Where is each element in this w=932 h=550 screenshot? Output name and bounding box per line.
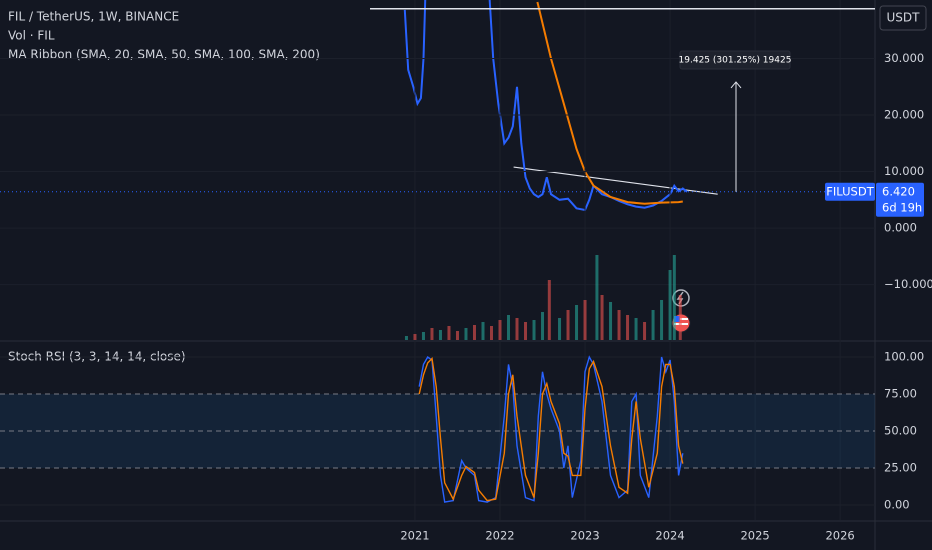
volume-bar — [558, 318, 562, 340]
volume-bar — [672, 255, 676, 340]
series-line — [536, 1, 683, 205]
volume-bar — [541, 312, 545, 340]
volume-bar — [498, 320, 502, 340]
volume-bar — [626, 315, 630, 340]
y-tick-label: 75.00 — [884, 387, 917, 401]
volume-bar — [421, 332, 425, 340]
volume-bar — [678, 295, 682, 340]
series-line — [418, 357, 684, 502]
volume-bar — [651, 310, 655, 340]
volume-bar — [660, 300, 664, 340]
volume-bar — [524, 322, 528, 340]
volume-bar — [634, 318, 638, 340]
volume-bar — [566, 310, 570, 340]
volume-bar — [481, 322, 485, 340]
volume-bar — [609, 302, 613, 340]
y-tick-label: 100.00 — [884, 349, 924, 363]
x-tick-label: 2023 — [570, 529, 599, 543]
volume-bar — [575, 305, 579, 340]
y-tick-label: 0.000 — [884, 221, 917, 235]
y-tick-label: 0.00 — [884, 498, 910, 512]
volume-bar — [447, 326, 451, 340]
price-tag — [876, 182, 924, 217]
volume-bar — [600, 295, 604, 340]
series-line — [403, 0, 688, 212]
arrow-head — [730, 81, 742, 89]
volume-bar — [472, 325, 476, 340]
symbol-tag — [825, 182, 875, 201]
x-tick-label: 2024 — [655, 529, 684, 543]
volume-bar — [413, 334, 417, 340]
volume-bar — [430, 328, 434, 340]
volume-bar — [595, 255, 599, 340]
volume-bar — [464, 328, 468, 340]
x-tick-label: 2026 — [825, 529, 854, 543]
symbol-label: FILUSDT — [826, 184, 874, 198]
indicator-label: Vol · FIL — [8, 29, 55, 43]
volume-bar — [515, 318, 519, 340]
x-tick-label: 2025 — [740, 529, 769, 543]
x-tick-label: 2021 — [400, 529, 429, 543]
annotation-label: 19.425 (301.25%) 19425 — [679, 56, 792, 66]
volume-bar — [489, 326, 493, 340]
y-tick-label: 50.00 — [884, 424, 917, 438]
currency-button[interactable] — [879, 5, 927, 31]
volume-bar — [455, 331, 459, 340]
y-tick-label: 25.00 — [884, 461, 917, 475]
series-line — [418, 355, 684, 503]
chart-title: FIL / TetherUS, 1W, BINANCE — [8, 10, 179, 24]
y-tick-label: 30.000 — [884, 51, 924, 65]
volume-bar — [643, 322, 647, 340]
volume-bar — [438, 330, 442, 340]
volume-bar — [532, 320, 536, 340]
volume-bar — [668, 270, 672, 340]
price-label: 6.420 — [882, 184, 915, 198]
volume-bar — [507, 315, 511, 340]
y-tick-label: 20.000 — [884, 108, 924, 122]
annotation-box — [679, 50, 791, 70]
volume-bar — [404, 336, 408, 340]
y-tick-label: 10.000 — [884, 164, 924, 178]
indicator-label: MA Ribbon (SMA, 20, SMA, 50, SMA, 100, S… — [8, 48, 320, 62]
x-tick-label: 2022 — [485, 529, 514, 543]
volume-bar — [617, 310, 621, 340]
volume-bar — [547, 280, 551, 340]
volume-bar — [583, 300, 587, 340]
y-tick-label: −10.000 — [884, 277, 932, 291]
currency-label[interactable]: USDT — [887, 11, 921, 25]
countdown-label: 6d 19h — [882, 200, 922, 214]
